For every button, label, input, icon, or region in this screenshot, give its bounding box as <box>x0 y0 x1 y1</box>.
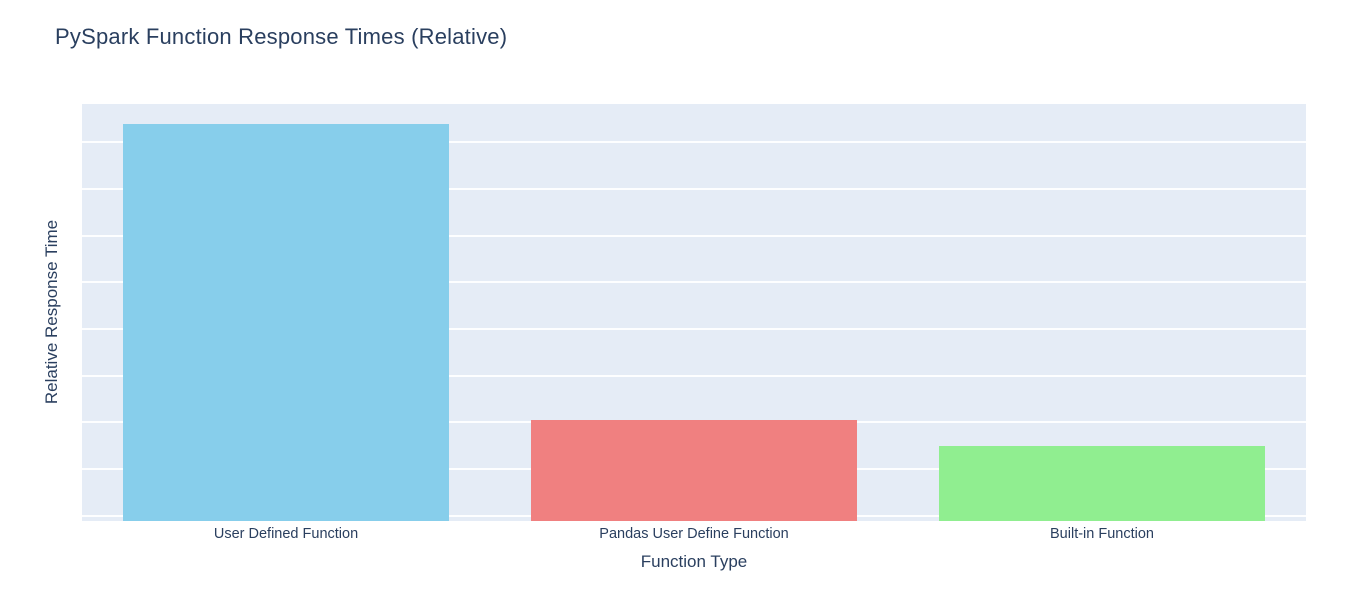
grid-line <box>82 188 1306 190</box>
bar-built-in-function[interactable] <box>938 445 1266 521</box>
grid-line <box>82 234 1306 237</box>
grid-line <box>82 374 1306 377</box>
x-axis-title: Function Type <box>640 552 748 571</box>
x-tick-label: User Defined Function <box>213 526 359 542</box>
bar-pandas-user-define-function[interactable] <box>530 420 858 521</box>
bar-user-defined-function[interactable] <box>122 123 450 521</box>
grid-line <box>82 141 1306 144</box>
x-tick-label: Pandas User Define Function <box>599 526 789 542</box>
plot-area[interactable] <box>82 104 1306 521</box>
x-tick-label: Built-in Function <box>1050 526 1154 542</box>
y-axis-title: Relative Response Time <box>42 219 61 405</box>
chart-title: PySpark Function Response Times (Relativ… <box>55 24 508 49</box>
x-axis-tick-labels: User Defined Function Pandas User Define … <box>82 526 1306 544</box>
grid-line <box>82 281 1306 284</box>
grid-line <box>82 328 1306 331</box>
